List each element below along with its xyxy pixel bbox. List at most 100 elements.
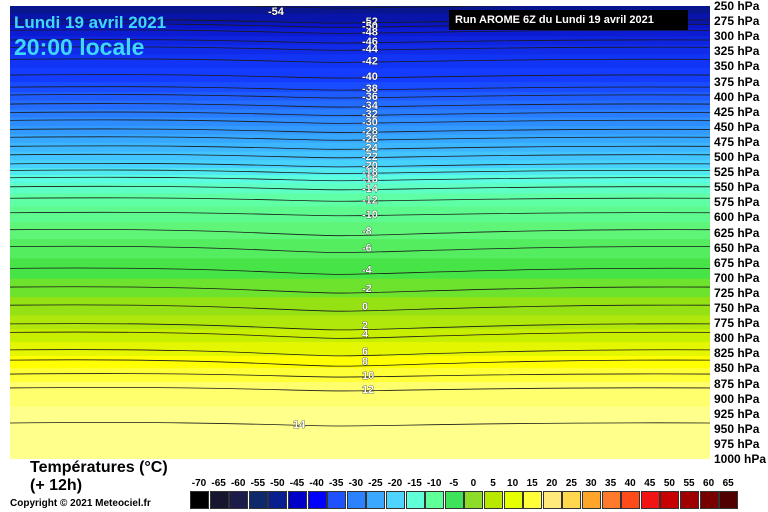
time-label: 20:00 locale [14,34,145,60]
temperature-band [10,329,710,343]
colorbar-label: -5 [449,478,459,489]
isotherm-label: -46 [362,36,378,48]
isotherm-line [10,162,710,168]
isotherm-line [10,169,710,174]
pressure-tick-label: 850 hPa [714,361,760,376]
isotherm-label: 0 [362,301,368,313]
isotherm-line [10,197,710,202]
isotherm-label: 4 [362,328,369,340]
temperature-band [10,175,710,184]
isotherm-line [10,103,710,108]
colorbar-label: 15 [526,478,538,489]
colorbar-label: -50 [270,478,285,489]
isotherm-label: -48 [362,26,378,38]
pressure-tick-label: 325 hPa [714,44,760,59]
pressure-tick-label: 900 hPa [714,391,760,406]
isotherm-label: -40 [362,71,378,83]
isotherm-label: -20 [362,160,378,172]
colorbar-swatch [248,491,268,509]
pressure-tick-label: 975 hPa [714,436,760,451]
colorbar-swatch [307,491,327,509]
isotherm-line [10,29,710,34]
isotherm-label: -2 [362,283,372,295]
temperature-band [10,406,710,459]
isotherm-label: -14 [362,183,379,195]
temperature-band [10,68,710,83]
isotherm-line [10,176,710,182]
temperature-band [10,134,710,144]
isotherm-label: -34 [362,100,379,112]
temperature-band [10,356,710,369]
isotherm-line [10,267,710,275]
colorbar-label: 20 [546,478,558,489]
pressure-tick-label: 600 hPa [714,210,760,225]
pressure-tick-label: 250 hPa [714,0,760,13]
isotherm-label: -4 [362,264,373,276]
isotherm-label: 10 [362,370,374,382]
colorbar-label: 45 [644,478,656,489]
colorbar-label: 55 [683,478,695,489]
isotherm-label: -8 [362,226,372,238]
isotherm-label: 14 [293,419,306,431]
colorbar-swatch [503,491,523,509]
colorbar-label: 25 [565,478,577,489]
isotherm-line [10,58,710,63]
isotherm-label: -52 [362,16,378,28]
colorbar-label: -40 [309,478,324,489]
isotherm-line [10,128,710,133]
colorbar-label: -35 [328,478,344,489]
pressure-tick-label: 775 hPa [714,316,760,331]
isotherm-label: 12 [362,384,374,396]
temperature-band [10,315,710,330]
pressure-axis: 250 hPa 275 hPa 300 hPa 325 hPa 350 hPa 375 h… [712,0,768,470]
colorbar-label: 35 [605,478,617,489]
colorbar-swatch [190,491,209,509]
colorbar-swatch [444,491,464,509]
colorbar-label: -70 [191,478,207,489]
colorbar-label: -45 [289,478,305,489]
temperature-band [10,117,710,127]
temperature-band [10,206,710,223]
plot-canvas: -54-52-50-48-46-44-42-40-38-36-34-32-30-… [10,6,710,459]
temperature-band [10,142,710,153]
isotherm-line [10,94,710,99]
isotherm-line [10,111,710,116]
isotherm-line [10,304,710,312]
isotherm-line [10,145,710,150]
colorbar-label: -60 [230,478,246,489]
colorbar-swatch [601,491,621,509]
isotherm-line [10,331,710,339]
colorbar-swatch [582,491,601,509]
temperature-band [10,151,710,161]
colorbar-swatch [562,491,582,509]
isotherm-line [10,86,710,91]
pressure-tick-label: 625 hPa [714,225,760,240]
pressure-tick-label: 475 hPa [714,134,760,149]
temperature-band [10,36,710,46]
pressure-tick-label: 800 hPa [714,331,760,346]
temperature-band [10,6,710,15]
colorbar-swatch [542,491,562,509]
isotherm-label: -42 [362,55,378,67]
isotherm-line [10,211,710,217]
isotherm-line [10,387,710,392]
temperature-band [10,54,710,69]
temperature-band [10,342,710,357]
isotherm-label: -18 [362,166,378,178]
pressure-tick-label: 350 hPa [714,59,760,74]
isotherm-line [10,349,710,357]
colorbar-label: -55 [250,478,266,489]
colorbar-swatch [288,491,307,509]
legend-subtitle: (+ 12h) [30,477,83,494]
temperature-cross-section-plot: -54 -52 -50 -48 -46 -44 -42 -40 -38 -36 -34 -32 -30-… [10,6,710,459]
isotherm-line [10,286,710,294]
colorbar-swatch [680,491,699,509]
isotherm-label: 6 [362,346,368,358]
pressure-tick-label: 450 hPa [714,119,760,134]
isotherm-line [10,136,710,141]
colorbar-swatch [386,491,405,509]
colorbar-swatch [699,491,719,509]
colorbar-label: -10 [426,478,442,489]
isotherm-line [10,373,710,378]
pressure-tick-label: 1000 hPa [714,452,767,466]
